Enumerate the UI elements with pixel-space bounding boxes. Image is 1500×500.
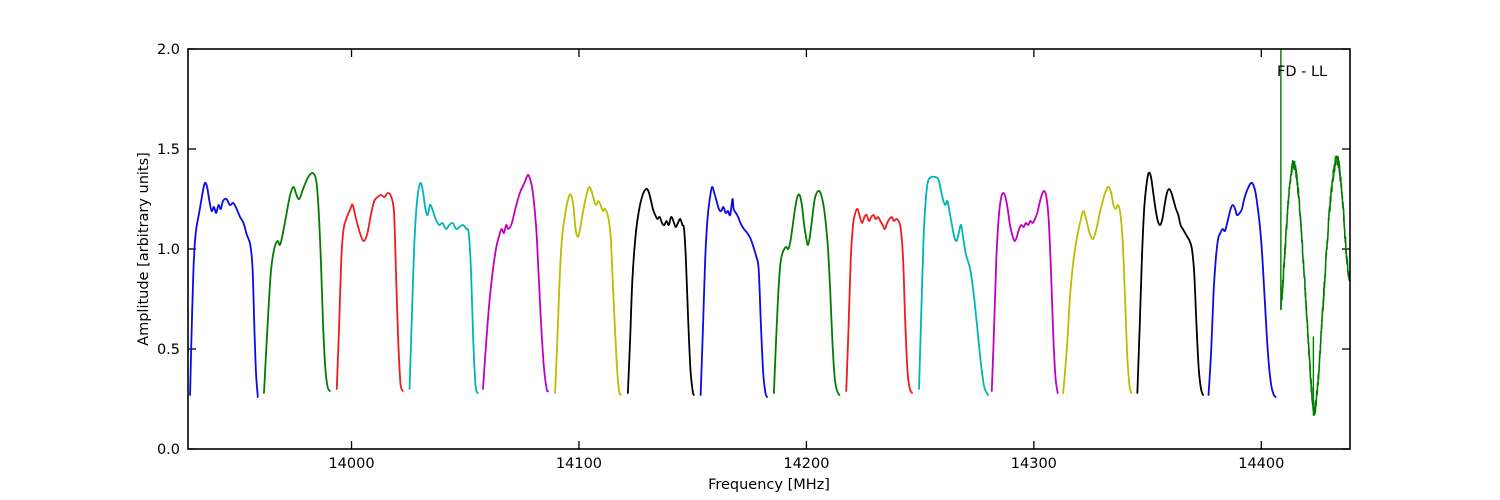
x-tick-label: 14300 — [1011, 456, 1057, 472]
x-tick-label: 14400 — [1238, 456, 1284, 472]
series-subband-09 — [772, 190, 841, 396]
y-tick-label: 0.0 — [157, 442, 180, 458]
axis-ticks — [188, 48, 1350, 450]
baseline-label: FD - LL — [1277, 64, 1327, 80]
series-subband-16-noisy — [1280, 155, 1350, 417]
axes-frame — [187, 48, 1351, 450]
series-subband-10 — [845, 207, 913, 394]
series-subband-05 — [482, 173, 549, 393]
axis-tick-labels: 14000 14100 14200 14300 14400 0.0 0.5 1.0 1.5 2.0 — [157, 42, 1284, 472]
x-tick-label: 14200 — [783, 456, 829, 472]
series-subband-03 — [335, 192, 404, 392]
series-subband-07 — [626, 187, 695, 396]
series-subband-13 — [1062, 185, 1133, 394]
series-subband-14 — [1136, 171, 1204, 396]
x-axis-label: Frequency [MHz] — [708, 477, 830, 493]
series-subband-04 — [408, 181, 479, 394]
y-tick-label: 2.0 — [157, 42, 180, 58]
y-tick-label: 1.0 — [157, 242, 180, 258]
series-subband-06 — [554, 186, 622, 396]
series-subband-11 — [918, 175, 990, 396]
y-tick-label: 0.5 — [157, 342, 180, 358]
series-lines — [189, 49, 1350, 417]
y-axis-label: Amplitude [arbitrary units] — [136, 152, 152, 346]
series-subband-02 — [263, 172, 331, 394]
series-subband-15 — [1207, 181, 1277, 398]
series-subband-08 — [699, 185, 768, 398]
y-tick-label: 1.5 — [157, 142, 180, 158]
series-subband-12 — [990, 190, 1059, 394]
x-tick-label: 14000 — [328, 456, 374, 472]
x-tick-label: 14100 — [556, 456, 602, 472]
series-subband-01 — [189, 181, 259, 398]
